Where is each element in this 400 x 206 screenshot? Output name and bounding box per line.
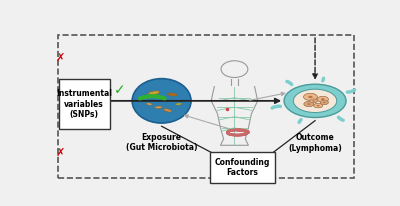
Circle shape — [317, 96, 328, 102]
Ellipse shape — [164, 109, 172, 112]
Circle shape — [317, 96, 328, 102]
Circle shape — [304, 93, 317, 100]
Ellipse shape — [132, 79, 191, 123]
Ellipse shape — [141, 96, 145, 99]
Text: Exposure
(Gut Microbiota): Exposure (Gut Microbiota) — [126, 133, 197, 152]
Circle shape — [317, 105, 320, 106]
Text: ✓: ✓ — [114, 83, 126, 97]
Circle shape — [310, 99, 317, 103]
Circle shape — [304, 102, 314, 107]
Circle shape — [320, 100, 328, 104]
Circle shape — [304, 93, 317, 100]
Circle shape — [321, 98, 324, 100]
Ellipse shape — [175, 103, 182, 105]
Circle shape — [314, 103, 322, 108]
Circle shape — [310, 99, 317, 103]
Ellipse shape — [168, 93, 177, 96]
Ellipse shape — [284, 84, 346, 117]
FancyBboxPatch shape — [58, 80, 110, 129]
Circle shape — [321, 98, 324, 100]
Text: ✗: ✗ — [56, 53, 66, 63]
Circle shape — [317, 105, 320, 106]
Circle shape — [308, 96, 312, 98]
Text: ✗: ✗ — [56, 148, 66, 158]
Ellipse shape — [293, 89, 337, 112]
Circle shape — [304, 102, 314, 107]
Circle shape — [312, 100, 315, 101]
Circle shape — [314, 103, 322, 108]
Circle shape — [320, 100, 328, 104]
Ellipse shape — [146, 103, 152, 105]
Circle shape — [312, 100, 315, 101]
Circle shape — [323, 102, 326, 103]
Ellipse shape — [155, 106, 162, 108]
Text: Outcome
(Lymphoma): Outcome (Lymphoma) — [288, 133, 342, 153]
Circle shape — [323, 102, 326, 103]
FancyBboxPatch shape — [210, 152, 275, 183]
Circle shape — [308, 96, 312, 98]
Text: Confounding
Factors: Confounding Factors — [214, 158, 270, 177]
Ellipse shape — [148, 91, 160, 95]
Circle shape — [307, 103, 310, 105]
Circle shape — [307, 103, 310, 105]
Text: Instrumental
variables
(SNPs): Instrumental variables (SNPs) — [56, 89, 112, 119]
